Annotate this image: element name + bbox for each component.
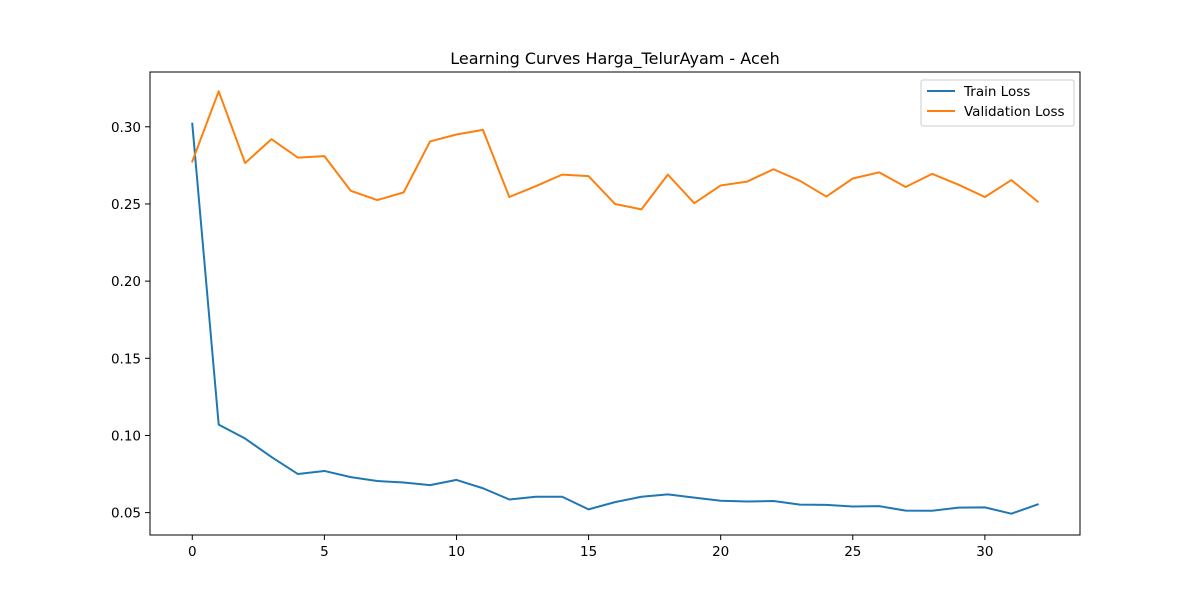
x-tick-label: 0 — [188, 544, 197, 560]
legend: Train Loss Validation Loss — [920, 79, 1075, 127]
y-tick-label: 0.25 — [111, 197, 141, 213]
legend-label-train: Train Loss — [963, 84, 1030, 100]
x-tick-label: 20 — [712, 544, 729, 560]
y-tick-label: 0.20 — [111, 274, 141, 290]
x-tick-label: 25 — [844, 544, 861, 560]
axes-frame — [149, 71, 1081, 536]
series-line-train-loss — [191, 122, 1040, 515]
y-tick-label: 0.05 — [111, 506, 141, 522]
chart-title: Learning Curves Harga_TelurAyam - Aceh — [450, 49, 779, 69]
y-tick-label: 0.30 — [111, 120, 141, 136]
x-tick-label: 10 — [448, 544, 465, 560]
y-tick-label: 0.10 — [111, 428, 141, 444]
x-tick-label: 30 — [976, 544, 993, 560]
x-tick-label: 5 — [320, 544, 329, 560]
legend-box — [920, 79, 1075, 127]
y-tick-label: 0.15 — [111, 351, 141, 367]
x-tick-label: 15 — [580, 544, 597, 560]
legend-label-validation: Validation Loss — [964, 104, 1065, 120]
series-line-validation-loss — [190, 90, 1040, 211]
plot-area: 0 5 10 15 20 25 30 0.05 0.10 0.15 0.20 0.25 0.30 — [111, 71, 1081, 560]
